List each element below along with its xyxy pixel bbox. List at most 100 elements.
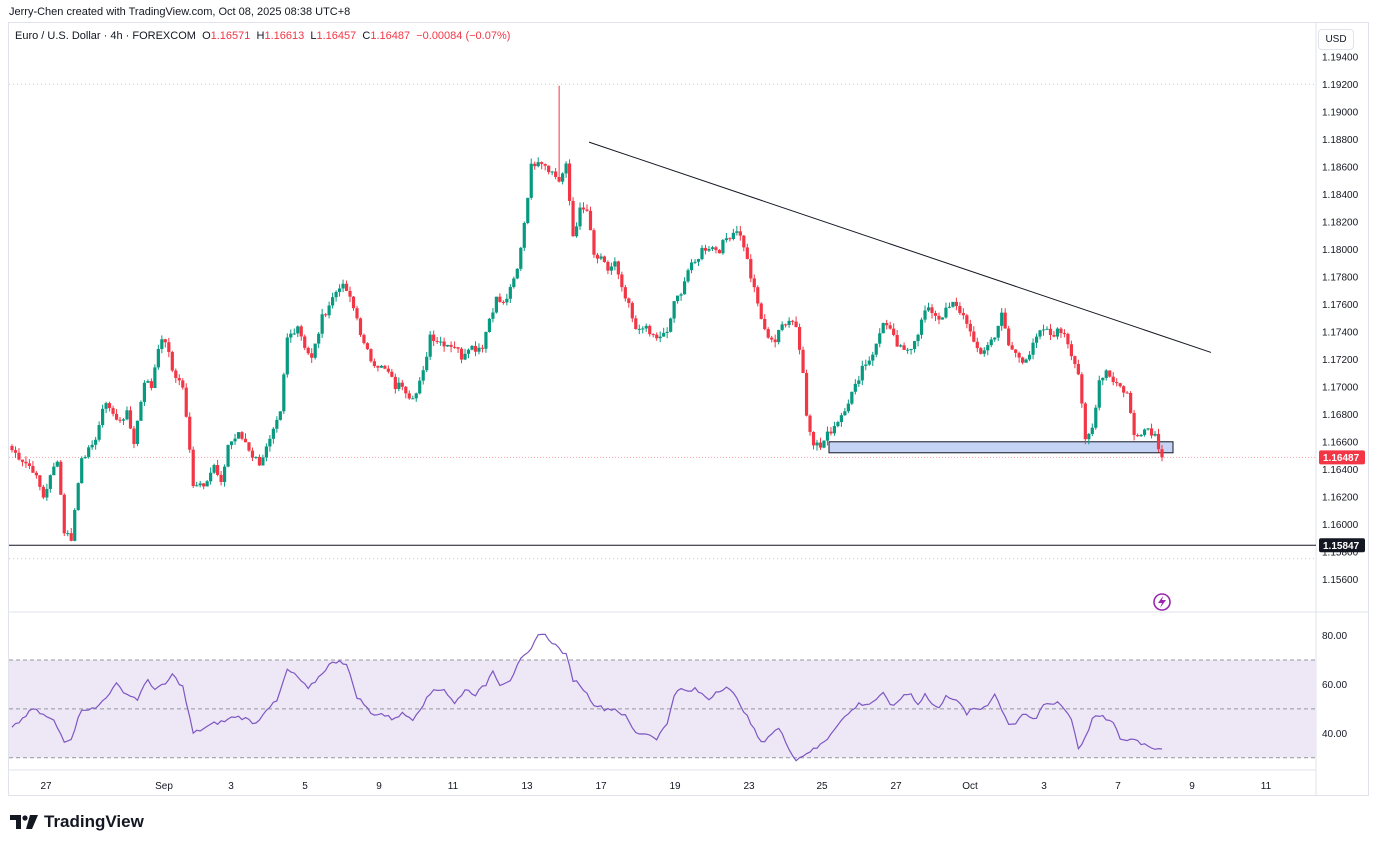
candle-body: [153, 367, 157, 389]
candle-body: [888, 325, 892, 329]
candle-body: [90, 444, 94, 448]
candle-body: [34, 472, 38, 476]
candle-body: [463, 353, 467, 360]
candle-body: [501, 301, 505, 303]
candle-body: [87, 447, 91, 457]
candle-body: [1007, 328, 1011, 346]
candle-body: [491, 312, 495, 319]
candle-body: [850, 391, 854, 404]
candle-body: [174, 370, 178, 378]
time-tick-label: 27: [890, 781, 902, 792]
candle-body: [181, 380, 185, 388]
candle-body: [386, 368, 390, 372]
time-tick-label: 25: [816, 781, 828, 792]
candle-body: [916, 334, 920, 342]
time-tick-label: 7: [1115, 781, 1121, 792]
candle-body: [797, 326, 802, 350]
candle-body: [536, 162, 540, 167]
candle-body: [902, 345, 906, 350]
candle-body: [784, 324, 788, 326]
high-label: H: [256, 30, 265, 42]
price-tick-label: 1.17400: [1322, 327, 1359, 338]
candle-body: [561, 173, 565, 182]
candle-body: [909, 348, 913, 350]
change-value: −0.00084 (−0.07%): [416, 30, 511, 42]
candle-body: [627, 298, 631, 304]
candle-body: [864, 364, 868, 366]
candle-body: [808, 415, 812, 432]
tradingview-logo-icon: [10, 815, 38, 829]
candle-body: [756, 287, 760, 304]
candle-body: [721, 240, 725, 254]
lightning-icon: [1153, 593, 1171, 611]
candle-body: [1055, 328, 1060, 337]
candle-body: [184, 387, 188, 417]
candle-body: [107, 403, 112, 409]
candle-body: [212, 465, 216, 473]
candle-body: [707, 249, 711, 251]
candle-body: [1118, 383, 1122, 387]
low-value: 1.16457: [316, 30, 357, 42]
support-zone: [828, 441, 1174, 454]
candle-body: [1045, 328, 1049, 330]
close-value: 1.16487: [370, 30, 411, 42]
candle-body: [738, 231, 742, 236]
candle-body: [1076, 363, 1080, 375]
candle-body: [689, 262, 694, 271]
candle-body: [540, 162, 544, 164]
candle-body: [494, 296, 498, 313]
resistance-trendline: [588, 141, 1212, 353]
candle-body: [801, 349, 805, 373]
time-tick-label: Oct: [962, 781, 978, 792]
candle-body: [655, 334, 659, 339]
candle-body: [125, 410, 129, 420]
candle-body: [1139, 434, 1143, 437]
candle-body: [320, 314, 324, 334]
candle-body: [515, 268, 519, 279]
time-tick-label: 9: [376, 781, 382, 792]
candle-body: [578, 207, 582, 227]
candle-body: [1149, 428, 1154, 436]
candle-body: [459, 348, 464, 360]
symbol-title[interactable]: Euro / U.S. Dollar · 4h · FOREXCOM: [15, 30, 196, 42]
candle-body: [362, 334, 366, 344]
candle-body: [80, 458, 84, 484]
candle-body: [731, 232, 735, 239]
candle-body: [487, 318, 492, 332]
candle-body: [836, 422, 840, 427]
candle-body: [1010, 345, 1014, 350]
candle-body: [13, 450, 18, 453]
currency-button[interactable]: USD: [1318, 29, 1354, 50]
candle-body: [867, 360, 871, 365]
candle-body: [446, 344, 450, 347]
candle-body: [310, 353, 314, 358]
candle-body: [76, 483, 80, 511]
candle-body: [229, 441, 234, 446]
time-tick-label: 27: [40, 781, 52, 792]
candle-body: [31, 466, 35, 473]
candle-body: [240, 432, 244, 439]
candle-body: [292, 333, 296, 335]
candle-body: [1104, 370, 1108, 378]
tradingview-logo[interactable]: TradingView: [10, 812, 144, 832]
candle-body: [156, 349, 160, 368]
candle-body: [595, 254, 600, 259]
time-tick-label: 3: [1041, 781, 1047, 792]
candle-body: [439, 341, 443, 343]
ohlc-legend: Euro / U.S. Dollar · 4h · FOREXCOM O1.16…: [15, 30, 510, 42]
time-tick-label: 17: [595, 781, 607, 792]
candle-body: [919, 319, 924, 335]
candle-body: [892, 328, 896, 335]
lightning-icon-bolt: [1158, 596, 1166, 608]
candle-body: [972, 331, 976, 342]
price-tick-label: 1.19000: [1322, 107, 1359, 118]
price-tick-label: 1.17600: [1322, 300, 1359, 311]
candle-body: [418, 380, 422, 394]
candle-body: [52, 466, 56, 476]
candle-body: [24, 461, 28, 464]
candle-body: [912, 341, 917, 349]
candle-body: [574, 226, 579, 237]
candle-body: [146, 381, 150, 383]
candle-body: [167, 342, 171, 353]
